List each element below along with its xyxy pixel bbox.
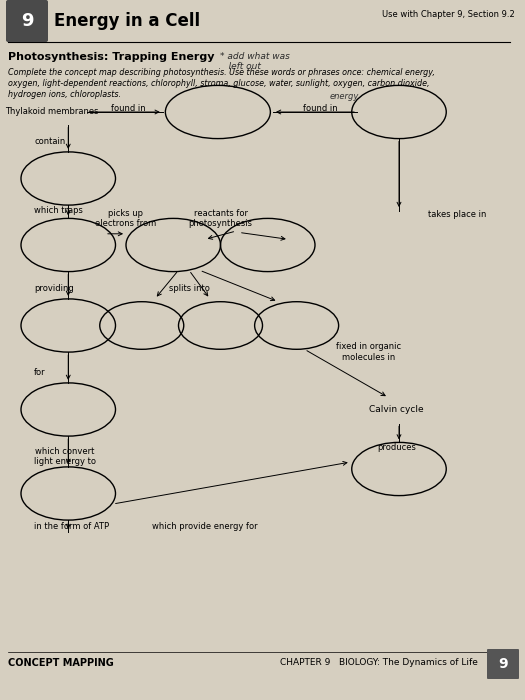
Text: Thylakoid membranes: Thylakoid membranes [5,108,99,116]
Text: fixed in organic
molecules in: fixed in organic molecules in [336,342,401,362]
Text: reactants for
photosynthesis: reactants for photosynthesis [188,209,253,228]
Text: takes place in: takes place in [427,211,486,219]
Text: in the form of ATP: in the form of ATP [34,522,109,531]
Text: found in: found in [111,104,146,113]
Text: which traps: which traps [34,206,83,214]
Text: CHAPTER 9   BIOLOGY: The Dynamics of Life: CHAPTER 9 BIOLOGY: The Dynamics of Life [280,658,478,667]
Text: 9: 9 [498,657,508,671]
Text: which convert
light energy to: which convert light energy to [34,447,96,466]
Text: Photosynthesis: Trapping Energy: Photosynthesis: Trapping Energy [8,52,215,62]
Text: Calvin cycle: Calvin cycle [369,405,424,414]
Text: picks up
electrons from: picks up electrons from [96,209,156,228]
Text: Complete the concept map describing photosynthesis. Use these words or phrases o: Complete the concept map describing phot… [8,68,435,99]
FancyBboxPatch shape [487,649,519,679]
Text: Use with Chapter 9, Section 9.2: Use with Chapter 9, Section 9.2 [382,10,515,19]
Text: contain: contain [34,137,66,146]
FancyBboxPatch shape [6,0,48,42]
Text: energy: energy [330,92,360,101]
Text: found in: found in [303,104,338,113]
Text: * add what was
   left out: * add what was left out [220,52,290,71]
Text: produces: produces [377,444,416,452]
Text: Energy in a Cell: Energy in a Cell [54,12,200,30]
Text: splits into: splits into [169,284,209,293]
Text: providing: providing [34,284,74,293]
Text: for: for [34,368,46,377]
Text: which provide energy for: which provide energy for [152,522,258,531]
Text: 9: 9 [21,12,33,30]
Text: CONCEPT MAPPING: CONCEPT MAPPING [8,658,114,668]
